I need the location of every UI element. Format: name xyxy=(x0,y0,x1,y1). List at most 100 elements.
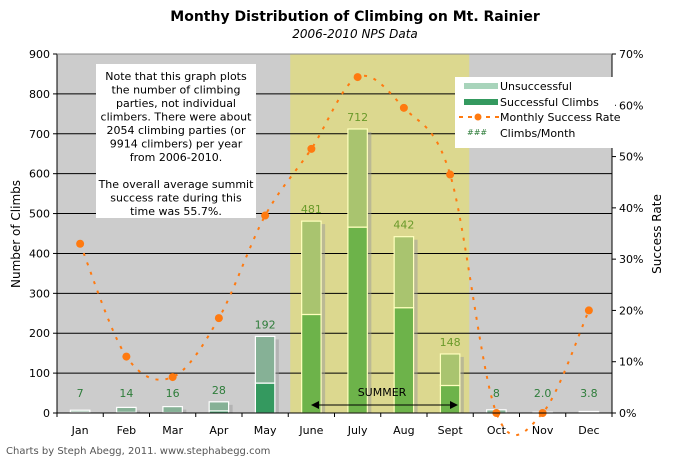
x-tick-label: Dec xyxy=(578,424,599,437)
bar-unsuccessful xyxy=(254,335,276,384)
x-tick-label: Mar xyxy=(162,424,183,437)
x-tick-label: Apr xyxy=(209,424,229,437)
bar-unsuccessful xyxy=(393,236,415,309)
summer-arrow-right-icon xyxy=(450,401,458,409)
note-line: Note that this graph plots xyxy=(105,70,247,83)
success-rate-point xyxy=(214,314,223,323)
note-background xyxy=(96,64,256,218)
legend-label-unsuccessful: Unsuccessful xyxy=(500,80,572,93)
bar-unsuccessful xyxy=(162,406,183,414)
note-line: parties, not individual xyxy=(116,97,236,110)
legend-marker-rate-icon xyxy=(474,113,482,121)
success-rate-point xyxy=(76,239,85,248)
success-rate-point xyxy=(122,352,131,361)
y2-tick-label: 10% xyxy=(619,356,643,369)
y-tick-label: 600 xyxy=(29,168,50,181)
success-rate-point xyxy=(168,373,177,382)
note-line: climbers. There were about xyxy=(101,111,253,124)
note-line: success rate during this xyxy=(110,192,242,205)
success-rate-point xyxy=(584,306,593,315)
legend-swatch-successful xyxy=(464,99,498,105)
success-rate-point xyxy=(399,103,408,112)
y-tick-label: 200 xyxy=(29,327,50,340)
bar-successful xyxy=(301,313,322,414)
bar-unsuccessful xyxy=(439,353,461,387)
y-axis-title: Number of Climbs xyxy=(9,180,23,288)
data-label: 481 xyxy=(301,203,322,216)
summer-arrow-left-icon xyxy=(311,401,319,409)
x-tick-label: June xyxy=(298,424,323,437)
chart-title: Monthy Distribution of Climbing on Mt. R… xyxy=(170,9,540,25)
y-tick-label: 0 xyxy=(43,407,50,420)
legend-label-rate: Monthly Success Rate xyxy=(500,111,621,124)
x-tick-label: Nov xyxy=(532,424,554,437)
legend-label-successful: Successful Climbs xyxy=(500,96,599,109)
note-line: The overall average summit xyxy=(98,178,255,191)
data-label: 14 xyxy=(119,387,133,400)
x-tick-label: Feb xyxy=(117,424,136,437)
y-tick-label: 100 xyxy=(29,367,50,380)
success-rate-point xyxy=(261,211,270,220)
data-label: 192 xyxy=(255,318,276,331)
bar-unsuccessful xyxy=(208,401,230,412)
data-label: 2.0 xyxy=(534,387,552,400)
bars xyxy=(69,128,600,414)
bar-successful xyxy=(254,382,276,414)
data-label: 3.8 xyxy=(580,387,598,400)
note-line: the number of climbing xyxy=(112,84,241,97)
data-label: 16 xyxy=(166,387,180,400)
y-tick-label: 900 xyxy=(29,48,50,61)
x-tick-label: Jan xyxy=(71,424,89,437)
data-label: 7 xyxy=(77,387,84,400)
y2-tick-label: 30% xyxy=(619,253,643,266)
bar-unsuccessful xyxy=(116,406,137,413)
y-axis-ticks: 0 100 200 300 400 500 600 700 800 900 xyxy=(29,48,57,420)
success-rate-point xyxy=(353,73,362,82)
x-axis-ticks: Jan Feb Mar Apr May June July Aug Sept Oct Nov Dec xyxy=(56,413,613,437)
success-rate-line xyxy=(76,73,593,437)
x-tick-label: May xyxy=(254,424,277,437)
y2-tick-label: 20% xyxy=(619,304,643,317)
data-label: 148 xyxy=(440,336,461,349)
success-rate-point xyxy=(307,144,316,153)
success-rate-path xyxy=(79,74,590,437)
bar-unsuccessful xyxy=(69,409,91,413)
y-tick-label: 300 xyxy=(29,287,50,300)
note-line: 2054 climbing parties (or xyxy=(106,124,245,137)
y2-tick-label: 70% xyxy=(619,48,643,61)
note-line: time was 55.7%. xyxy=(130,205,222,218)
note-line: from 2006-2010. xyxy=(130,151,223,164)
y2-axis-title: Success Rate xyxy=(650,194,664,274)
note-line: 9914 climbers) per year xyxy=(110,138,243,151)
y2-tick-label: 0% xyxy=(619,407,636,420)
legend-label-climbs: Climbs/Month xyxy=(500,127,575,140)
legend-swatch-unsuccessful xyxy=(464,83,498,89)
y-tick-label: 400 xyxy=(29,247,50,260)
y2-axis-ticks: 0% 10% 20% 30% 40% 50% 60% 70% xyxy=(612,48,643,420)
legend-hash-icon: ### xyxy=(467,128,487,137)
bar-unsuccessful xyxy=(347,128,368,228)
summer-label: SUMMER xyxy=(358,386,407,399)
chart-subtitle: 2006-2010 NPS Data xyxy=(292,27,418,41)
x-tick-label: July xyxy=(347,424,368,437)
data-labels: 7 14 16 28 192 481 712 442 148 8 2.0 3.8 xyxy=(77,111,598,400)
y-tick-label: 500 xyxy=(29,208,50,221)
data-label: 712 xyxy=(347,111,368,124)
x-tick-label: Sept xyxy=(438,424,464,437)
bar-unsuccessful xyxy=(301,220,322,316)
y-tick-label: 800 xyxy=(29,88,50,101)
success-rate-point xyxy=(446,170,455,179)
data-label: 442 xyxy=(393,219,414,232)
summer-annotation: SUMMER xyxy=(311,386,458,409)
y2-tick-label: 40% xyxy=(619,202,643,215)
legend: Unsuccessful Successful Climbs Monthly S… xyxy=(455,77,621,148)
y2-tick-label: 50% xyxy=(619,151,643,164)
x-tick-label: Aug xyxy=(393,424,414,437)
data-label: 28 xyxy=(212,384,226,397)
credit-text: Charts by Steph Abegg, 2011. www.stephab… xyxy=(6,446,270,457)
x-tick-label: Oct xyxy=(487,424,507,437)
y2-tick-label: 60% xyxy=(619,99,643,112)
